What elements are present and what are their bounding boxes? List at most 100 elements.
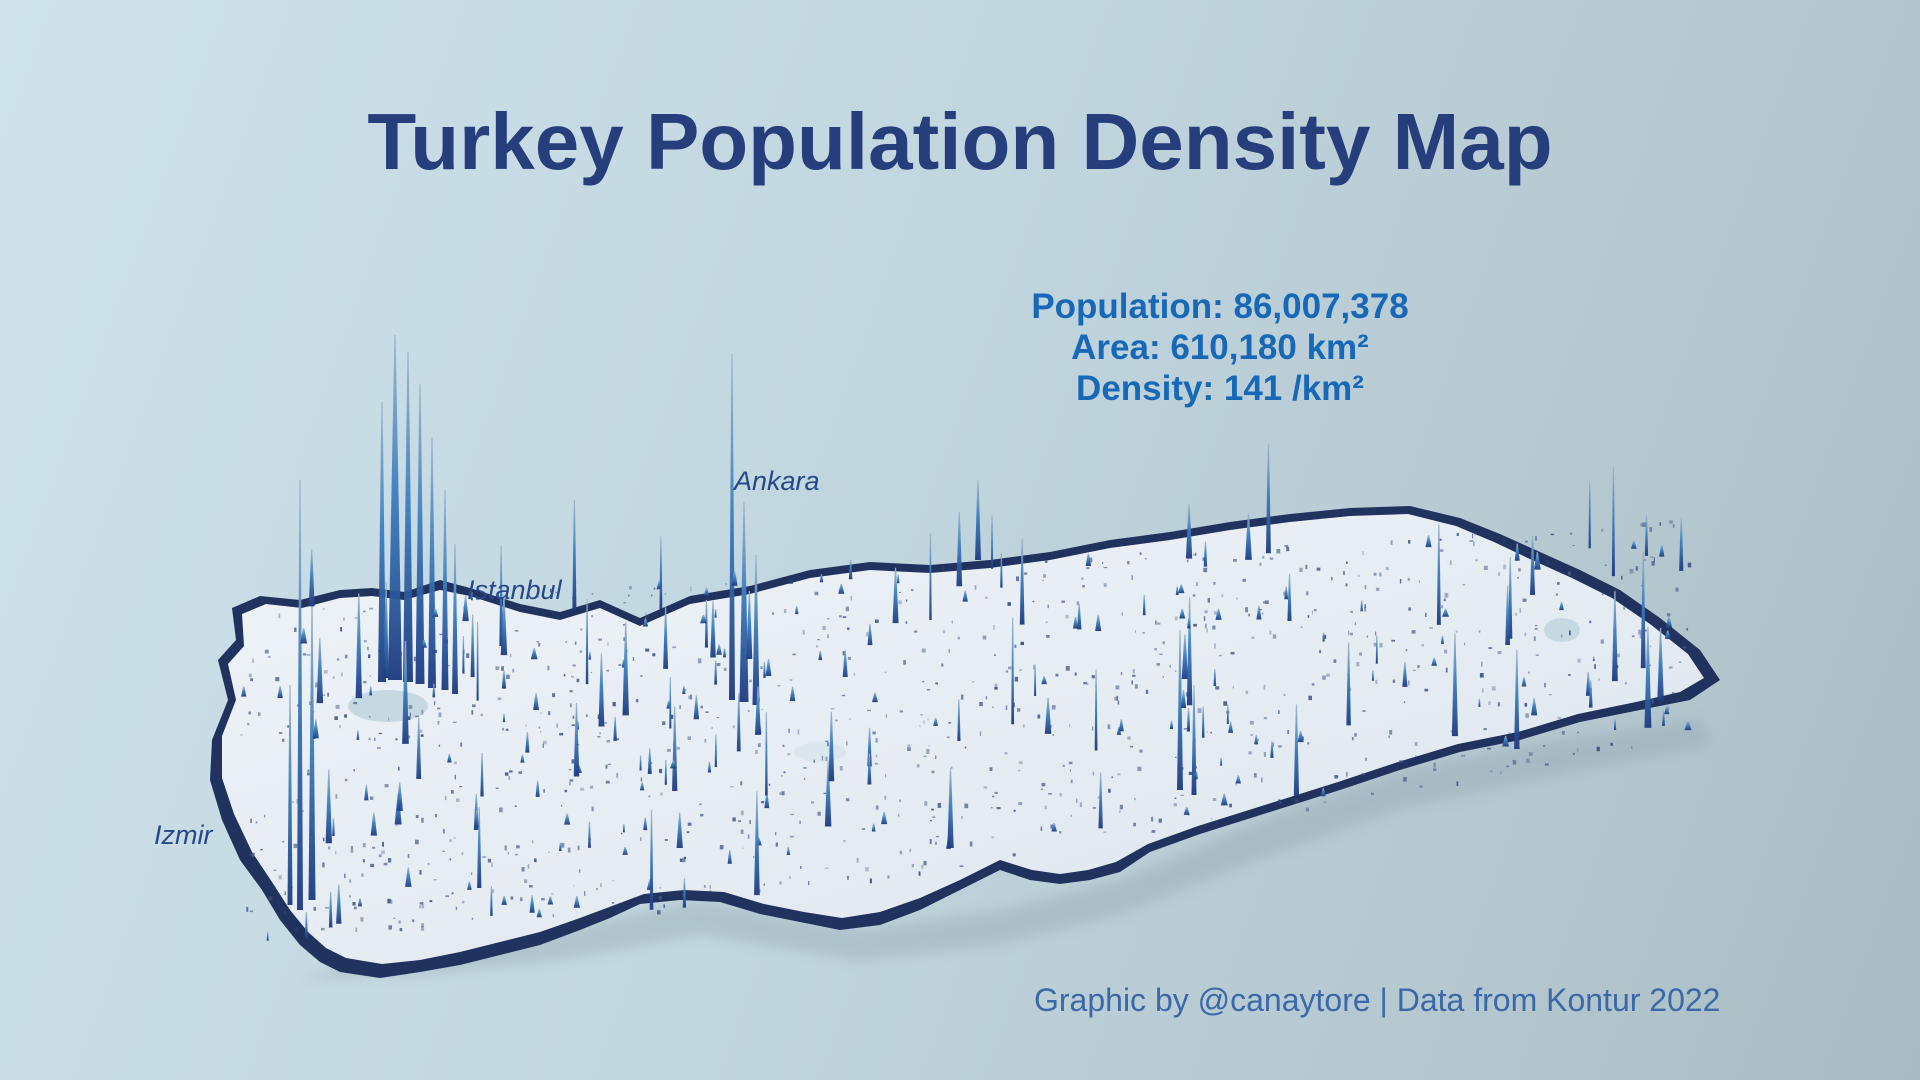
texture-mark <box>1535 535 1537 541</box>
texture-mark <box>761 801 765 804</box>
density-spike <box>536 909 542 918</box>
density-spike <box>432 608 439 617</box>
texture-mark <box>1082 585 1085 588</box>
texture-mark <box>1472 533 1474 539</box>
texture-mark <box>1024 572 1028 575</box>
texture-mark <box>1210 818 1213 820</box>
texture-mark <box>923 720 925 724</box>
texture-mark <box>1334 775 1339 779</box>
texture-mark <box>1644 629 1647 632</box>
density-spike <box>818 650 823 661</box>
texture-mark <box>690 694 692 700</box>
density-spike <box>585 599 589 685</box>
texture-mark <box>529 885 533 888</box>
map-shadow <box>300 720 1710 980</box>
texture-mark <box>911 588 914 592</box>
turkey-landmass <box>222 514 1704 964</box>
texture-mark <box>1462 584 1466 586</box>
texture-mark <box>507 852 509 855</box>
texture-mark <box>1543 745 1546 747</box>
texture-mark <box>740 781 743 786</box>
density-spike <box>558 842 562 851</box>
texture-mark <box>460 742 463 747</box>
texture-mark <box>845 606 849 612</box>
texture-mark <box>1232 686 1234 689</box>
texture-mark <box>685 688 687 691</box>
density-spike <box>364 784 369 801</box>
texture-mark <box>249 910 254 913</box>
texture-mark <box>911 863 914 868</box>
texture-mark <box>495 666 500 670</box>
density-spike <box>287 685 293 905</box>
density-stat: Density: 141 /km² <box>1076 369 1364 408</box>
texture-mark <box>1379 572 1382 577</box>
texture-mark <box>1174 616 1178 621</box>
texture-mark <box>580 628 583 631</box>
texture-mark <box>560 842 565 848</box>
density-spike <box>547 896 554 905</box>
texture-mark <box>395 738 398 741</box>
texture-mark <box>1418 580 1420 583</box>
texture-mark <box>1668 666 1673 669</box>
density-spike <box>765 712 768 796</box>
texture-mark <box>1159 653 1163 655</box>
texture-mark <box>388 925 392 930</box>
density-spike <box>1265 443 1271 554</box>
texture-mark <box>885 714 887 718</box>
texture-mark <box>872 731 876 735</box>
texture-mark <box>931 770 935 774</box>
texture-mark <box>1421 644 1424 647</box>
texture-mark <box>657 910 661 915</box>
texture-mark <box>865 867 869 872</box>
density-spike <box>1034 664 1037 696</box>
texture-mark <box>747 710 750 712</box>
city-label-ankara: Ankara <box>734 466 820 496</box>
texture-mark <box>906 599 908 602</box>
texture-mark <box>1577 658 1581 663</box>
texture-mark <box>250 818 252 823</box>
texture-mark <box>1059 831 1062 834</box>
texture-mark <box>1497 702 1500 707</box>
density-spike <box>1178 584 1185 594</box>
texture-mark <box>676 746 680 750</box>
texture-mark <box>1413 669 1416 671</box>
texture-mark <box>1600 639 1604 644</box>
texture-mark <box>1042 579 1044 582</box>
texture-mark <box>737 820 742 823</box>
lake-van <box>1544 618 1580 642</box>
texture-mark <box>1616 653 1620 658</box>
texture-mark <box>1061 600 1065 603</box>
texture-mark <box>1488 739 1490 743</box>
texture-mark <box>688 695 692 700</box>
texture-mark <box>914 630 918 633</box>
texture-mark <box>848 718 851 720</box>
texture-mark <box>1373 572 1377 576</box>
texture-mark <box>1631 746 1633 749</box>
density-spike <box>1270 741 1274 758</box>
texture-mark <box>811 801 815 804</box>
texture-mark <box>1119 804 1123 810</box>
texture-mark <box>1230 651 1235 655</box>
texture-mark <box>941 663 944 667</box>
texture-mark <box>842 616 847 619</box>
texture-mark <box>907 744 911 748</box>
texture-mark <box>1635 566 1639 571</box>
texture-mark <box>931 808 934 811</box>
texture-mark <box>1235 781 1237 786</box>
texture-mark <box>679 858 682 862</box>
texture-mark <box>1040 788 1043 790</box>
texture-mark <box>1162 676 1164 678</box>
texture-mark <box>1399 579 1402 584</box>
texture-mark <box>989 767 993 771</box>
texture-mark <box>1272 634 1277 639</box>
texture-mark <box>591 615 594 618</box>
texture-mark <box>775 842 778 847</box>
texture-mark <box>492 889 494 894</box>
texture-mark <box>438 712 442 718</box>
texture-mark <box>792 653 796 656</box>
texture-mark <box>1526 758 1530 763</box>
texture-mark <box>663 904 665 908</box>
texture-mark <box>799 820 801 825</box>
texture-mark <box>521 867 525 872</box>
texture-mark <box>1305 564 1308 570</box>
